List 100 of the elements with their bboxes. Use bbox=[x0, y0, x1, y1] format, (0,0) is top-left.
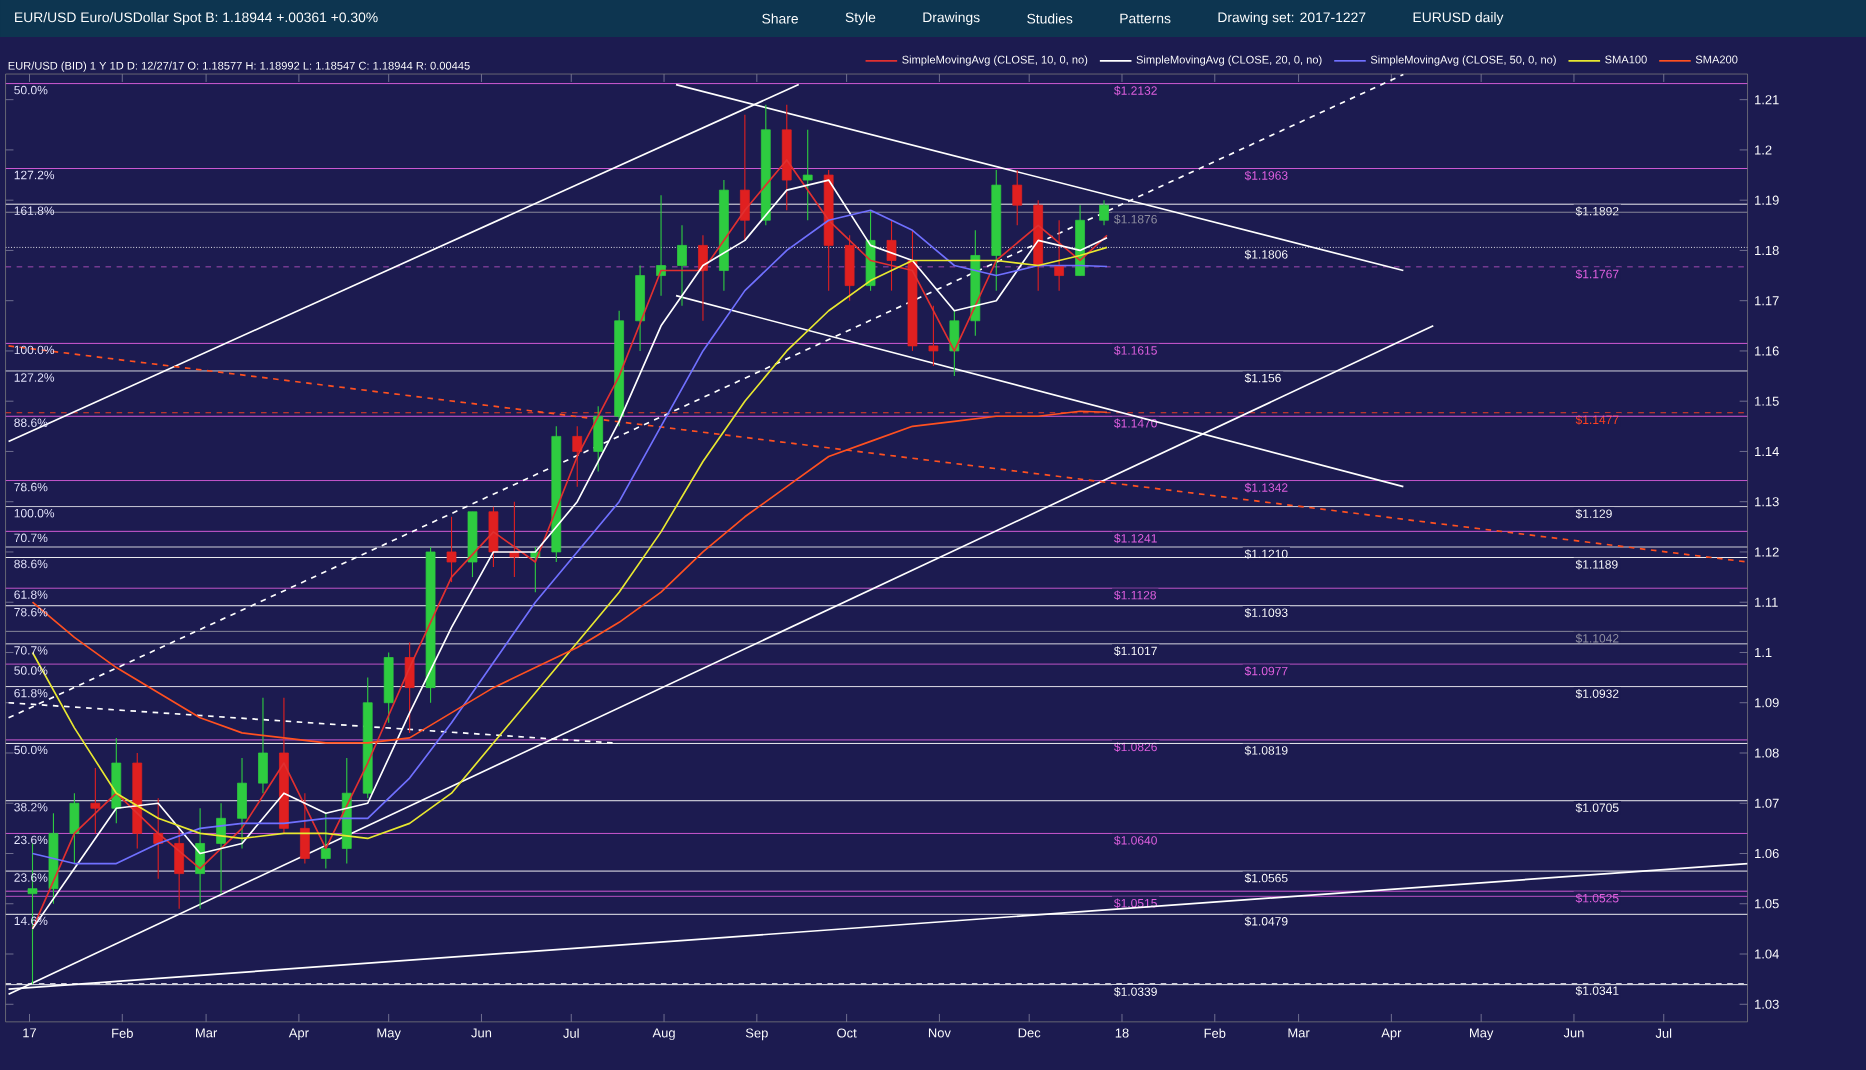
y-tick-label: 1.12 bbox=[1755, 547, 1779, 557]
x-tick-label: Aug bbox=[652, 1028, 675, 1041]
annotation: 61.8% bbox=[14, 590, 48, 599]
x-tick-label: Apr bbox=[288, 1028, 309, 1041]
annotation: 50.0% bbox=[14, 745, 48, 755]
ref-line-label: $1.1241 bbox=[1114, 533, 1157, 544]
candlestick bbox=[928, 305, 939, 367]
y-tick-label: 1.15 bbox=[1755, 396, 1779, 406]
annotation: 100.0% bbox=[14, 508, 55, 518]
annotation: 88.6% bbox=[14, 418, 48, 428]
ref-line-label: $1.1093 bbox=[1244, 607, 1288, 618]
y-tick-label: 1.04 bbox=[1755, 949, 1779, 959]
text: EURUSD daily bbox=[1413, 12, 1504, 25]
y-tick-label: 1.19 bbox=[1755, 195, 1779, 205]
chart-subtitle: EUR/USD Euro/USDollar Spot B: 1.18944 +.00361 +0.30% bbox=[15, 12, 378, 25]
y-tick-label: 1.13 bbox=[1755, 497, 1779, 507]
y-tick-label: 1.09 bbox=[1755, 698, 1779, 708]
ref-line-label: $1.0640 bbox=[1114, 835, 1157, 846]
text: Studies bbox=[1027, 13, 1073, 24]
candlestick bbox=[656, 194, 666, 297]
legend-label: SimpleMovingAvg (CLOSE, 20, 0, no) bbox=[1136, 55, 1322, 66]
candlestick bbox=[320, 812, 331, 870]
ref-line-label: $1.1477 bbox=[1575, 415, 1619, 425]
ref-line-label: $1.1189 bbox=[1575, 559, 1618, 570]
candlestick bbox=[677, 224, 687, 307]
y-tick-label: 1.16 bbox=[1755, 346, 1779, 356]
ref-line-label: $1.2132 bbox=[1114, 85, 1157, 96]
ref-line-label: $1.1892 bbox=[1575, 206, 1619, 217]
ref-line-label: $1.0341 bbox=[1575, 985, 1619, 996]
ref-line-label: $1.1806 bbox=[1244, 249, 1288, 260]
x-tick-label: 17 bbox=[23, 1028, 37, 1038]
x-tick-label: Feb bbox=[1204, 1028, 1226, 1038]
annotation: 50.0% bbox=[14, 85, 48, 95]
ref-line-label: $1.1042 bbox=[1575, 633, 1619, 644]
x-tick-label: Oct bbox=[837, 1028, 857, 1038]
annotation: 78.6% bbox=[14, 482, 48, 492]
ref-line-label: $1.0339 bbox=[1114, 986, 1157, 997]
y-tick-label: 1.08 bbox=[1755, 748, 1779, 758]
x-tick-label: Nov bbox=[928, 1028, 951, 1038]
annotation: 38.2% bbox=[14, 802, 48, 812]
text: Drawing set: 2017-1227 bbox=[1218, 12, 1366, 25]
candlestick bbox=[572, 425, 583, 488]
annotation: 70.7% bbox=[14, 646, 48, 655]
chart-title: EUR/USD (BID) 1 Y 1D D: 12/27/17 O: 1.18577 H: 1.18992 L: 1.18547 C: 1.18944 R: 0.00445 bbox=[8, 61, 470, 72]
candlestick bbox=[1054, 219, 1064, 292]
candlestick bbox=[886, 219, 897, 292]
ref-line-label: $1.1342 bbox=[1244, 482, 1288, 493]
ref-line-label: $1.1615 bbox=[1114, 345, 1157, 356]
y-tick-label: 1.05 bbox=[1755, 899, 1779, 909]
annotation: 88.6% bbox=[14, 559, 48, 569]
y-tick-label: 1.1 bbox=[1755, 648, 1772, 657]
x-tick-label: Jul bbox=[563, 1028, 579, 1038]
x-tick-label: Apr bbox=[1381, 1028, 1402, 1041]
ref-line-label: $1.129 bbox=[1575, 508, 1612, 519]
annotation: 61.8% bbox=[14, 688, 48, 698]
ref-line-label: $1.1963 bbox=[1244, 170, 1288, 181]
y-tick-label: 1.03 bbox=[1755, 999, 1779, 1009]
legend-label: SMA100 bbox=[1605, 55, 1647, 64]
text: Share bbox=[762, 13, 798, 24]
candlestick bbox=[1012, 169, 1023, 226]
y-tick-label: 1.11 bbox=[1755, 597, 1778, 607]
ref-line-label: $1.1017 bbox=[1114, 646, 1157, 656]
ref-line-label: $1.1470 bbox=[1114, 418, 1157, 429]
y-tick-label: 1.14 bbox=[1755, 447, 1779, 456]
ref-line-label: $1.0932 bbox=[1575, 688, 1619, 699]
ref-line-label: $1.0705 bbox=[1575, 802, 1619, 813]
ref-line-label: $1.0819 bbox=[1244, 745, 1288, 756]
x-tick-label: May bbox=[377, 1028, 401, 1041]
text: Patterns bbox=[1120, 13, 1171, 24]
annotation: 70.7% bbox=[14, 533, 48, 543]
candlestick bbox=[446, 516, 457, 583]
x-tick-label: Jul bbox=[1655, 1028, 1672, 1038]
y-tick-label: 1.21 bbox=[1755, 95, 1779, 105]
candlestick bbox=[1099, 199, 1109, 226]
ref-line-label: $1.0479 bbox=[1244, 916, 1288, 927]
x-tick-label: Dec bbox=[1018, 1028, 1041, 1038]
y-tick-label: 1.07 bbox=[1755, 798, 1779, 808]
x-tick-label: Mar bbox=[196, 1028, 218, 1038]
ref-line-label: $1.1876 bbox=[1114, 214, 1157, 225]
candlestick bbox=[90, 767, 101, 834]
y-tick-label: 1.06 bbox=[1755, 848, 1779, 859]
annotation: 127.2% bbox=[14, 373, 55, 382]
candlestick bbox=[802, 129, 813, 221]
y-tick-label: 1.17 bbox=[1755, 296, 1779, 306]
ref-line-label: $1.1128 bbox=[1114, 590, 1156, 601]
legend-label: SimpleMovingAvg (CLOSE, 50, 0, no) bbox=[1370, 55, 1556, 66]
annotation: 23.6% bbox=[14, 835, 48, 845]
ref-line-label: $1.0977 bbox=[1244, 666, 1288, 677]
x-tick-label: Jun bbox=[1563, 1028, 1584, 1038]
ref-line-label: $1.0565 bbox=[1244, 873, 1288, 884]
ref-line-label: $1.0826 bbox=[1114, 742, 1157, 752]
text: Drawings bbox=[923, 12, 980, 25]
ref-line-label: $1.1210 bbox=[1244, 549, 1288, 559]
ref-line-label: $1.1767 bbox=[1575, 269, 1619, 279]
y-tick-label: 1.18 bbox=[1755, 245, 1779, 256]
x-tick-label: May bbox=[1469, 1028, 1494, 1041]
annotation: 161.8% bbox=[14, 206, 55, 215]
x-tick-label: Mar bbox=[1288, 1028, 1310, 1038]
ref-line-label: $1.156 bbox=[1244, 373, 1281, 384]
annotation: 127.2% bbox=[14, 170, 55, 180]
